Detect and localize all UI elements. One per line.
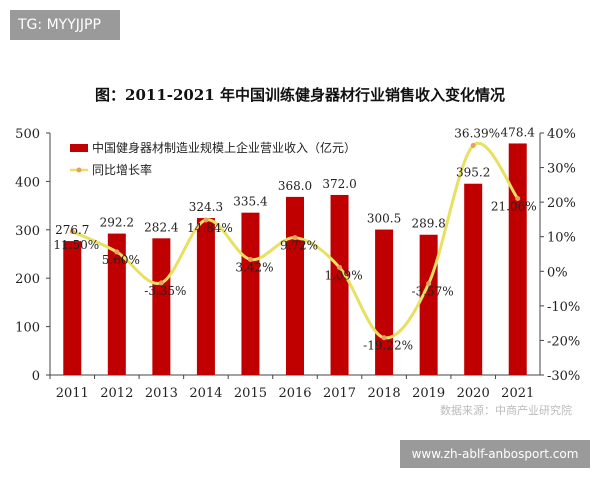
legend-bar-swatch [70,144,88,152]
growth-line [71,141,519,340]
x-tick-label: 2019 [412,386,445,401]
right-tick-label: 20% [547,196,576,211]
x-tick-label: 2021 [501,386,534,401]
right-tick-label: -10% [547,300,580,315]
bar-label-2013: 282.4 [144,220,179,234]
tag-label: TG: MYYJJPP [10,10,120,40]
left-tick-label: 400 [15,175,40,190]
x-tick-label: 2012 [100,386,133,401]
bar-label-2020: 395.2 [456,166,490,180]
bar-label-2021: 478.4 [501,125,536,139]
growth-point-2020 [470,142,476,148]
growth-point-2014 [203,217,209,223]
bar-2015 [241,212,260,375]
bar-2011 [63,241,82,375]
bar-label-2012: 292.2 [100,216,134,230]
bar-label-2011: 276.7 [55,223,89,237]
bar-2014 [196,218,215,375]
x-tick-label: 2016 [278,386,311,401]
legend-line-label: 同比增长率 [92,162,152,177]
bar-label-2018: 300.5 [367,212,401,226]
bar-label-2017: 372.0 [322,177,356,191]
right-tick-label: -20% [547,334,580,349]
x-tick-label: 2011 [56,386,89,401]
growth-point-2013 [158,280,164,286]
growth-point-2012 [114,249,120,255]
right-tick-label: 0% [547,265,568,280]
chart-title: 图：2011-2021 年中国训练健身器材行业销售收入变化情况 [95,86,505,104]
right-tick-label: 10% [547,231,576,246]
growth-label-2018: -19.22% [363,339,413,353]
growth-point-2016 [292,235,298,241]
left-tick-label: 100 [15,321,40,336]
x-tick-label: 2017 [323,386,356,401]
growth-point-2021 [515,195,521,201]
x-tick-label: 2014 [189,386,222,401]
watermark: www.zh-ablf-anbosport.com [400,440,590,468]
bar-2017 [330,194,349,375]
growth-label-2012: 5.60% [102,253,140,267]
growth-label-2017: 1.09% [324,269,362,283]
growth-point-2018 [381,335,387,341]
source-note: 数据来源：中商产业研究院 [440,404,572,417]
right-tick-label: 30% [547,162,576,177]
left-tick-label: 0 [32,369,40,384]
growth-label-2015: 3.42% [235,260,273,274]
legend-line-marker [76,167,82,173]
bar-label-2016: 368.0 [278,179,312,193]
growth-point-2019 [426,281,432,287]
growth-label-2011: 11.50% [53,238,99,252]
bar-label-2015: 335.4 [233,195,268,209]
bar-2020 [464,183,483,375]
bar-label-2019: 289.8 [411,217,445,231]
growth-label-2021: 21.06% [491,199,537,213]
left-tick-label: 200 [15,272,40,287]
growth-label-2016: 9.72% [280,239,318,253]
left-tick-label: 300 [15,224,40,239]
growth-label-2014: 14.84% [187,221,233,235]
bar-2018 [375,229,394,375]
growth-point-2017 [337,265,343,271]
left-tick-label: 500 [15,127,40,142]
x-tick-label: 2020 [457,386,490,401]
bar-label-2014: 324.3 [189,200,223,214]
growth-point-2015 [247,256,253,262]
right-tick-label: -30% [547,369,580,384]
bar-2021 [508,143,527,375]
bar-2019 [419,234,438,375]
growth-label-2019: -3.57% [412,285,454,299]
growth-label-2013: -3.35% [144,284,186,298]
growth-point-2011 [69,229,75,235]
x-tick-label: 2018 [368,386,401,401]
bar-2016 [286,196,304,375]
bar-2013 [152,238,171,375]
legend-bar-label: 中国健身器材制造业规模上企业营业收入（亿元） [92,140,356,155]
growth-label-2020: 36.39% [454,126,500,140]
x-tick-label: 2013 [145,386,178,401]
bar-2012 [107,233,126,375]
x-tick-label: 2015 [234,386,267,401]
right-tick-label: 40% [547,127,576,142]
